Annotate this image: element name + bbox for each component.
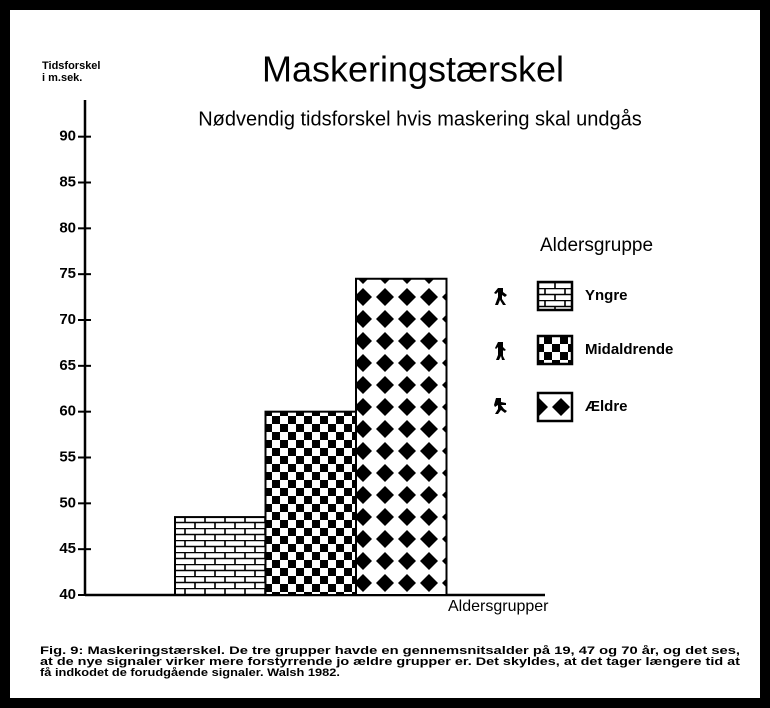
bar [355, 277, 448, 596]
y-tick-label: 70 [59, 311, 76, 328]
legend-label: Midaldrende [585, 341, 673, 358]
y-tick-label: 75 [59, 265, 76, 282]
legend-swatch [536, 391, 574, 423]
y-tick-label: 90 [59, 128, 76, 145]
y-tick-label: 65 [59, 357, 76, 374]
y-tick-label: 85 [59, 173, 76, 190]
y-tick-label: 40 [59, 586, 76, 603]
y-tick-label: 45 [59, 540, 76, 557]
legend-label: Ældre [585, 398, 628, 415]
caption-line: at de nye signaler virker mere forstyrre… [40, 656, 740, 668]
y-tick-label: 55 [59, 448, 76, 465]
legend-title: Aldersgruppe [540, 235, 653, 256]
legend-label: Yngre [585, 287, 628, 304]
bar [174, 516, 267, 596]
caption-line: Fig. 9: Maskeringstærskel. De tre gruppe… [40, 645, 740, 657]
legend-swatch [536, 334, 574, 366]
chart-title: Maskeringstærskel [262, 49, 564, 90]
y-tick-label: 50 [59, 494, 76, 511]
y-tick-label: 60 [59, 403, 76, 420]
y-tick-label: 80 [59, 219, 76, 236]
legend-icons [494, 288, 507, 414]
y-axis-label: Tidsforskel [42, 60, 101, 72]
chart-subtitle: Nødvendig tidsforskel hvis maskering ska… [198, 108, 642, 130]
caption-line: få indkodet de forudgående signaler. Wal… [40, 667, 340, 679]
y-axis-label: i m.sek. [42, 72, 82, 84]
x-axis-label: Aldersgrupper [448, 598, 549, 615]
legend-swatch [536, 280, 574, 312]
bar [264, 410, 357, 596]
